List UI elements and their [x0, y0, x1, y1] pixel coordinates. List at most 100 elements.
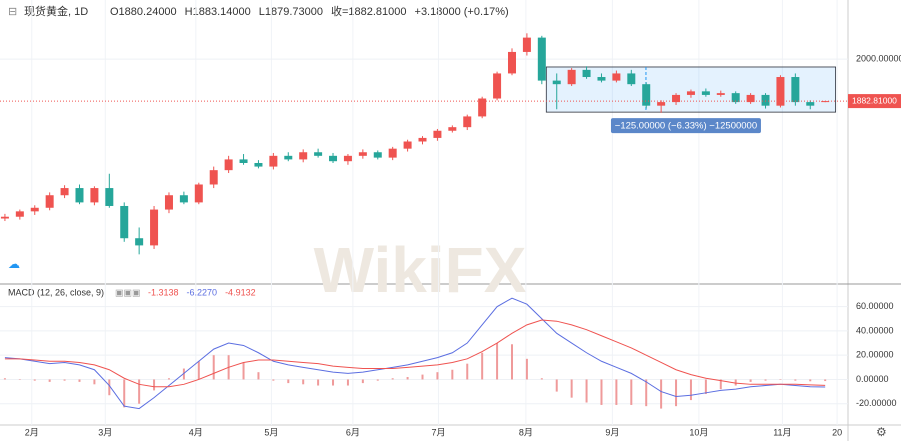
candle-body: [299, 152, 308, 160]
candle-body: [552, 80, 561, 85]
candle-body: [597, 77, 606, 81]
candle-body: [716, 93, 725, 95]
x-tick-label: 2月: [25, 427, 39, 437]
candle-body: [343, 155, 352, 162]
macd-histogram-bar: [48, 379, 51, 382]
macd-histogram-bar: [33, 379, 36, 381]
macd-histogram-bar: [600, 379, 603, 405]
measure-label-box: [610, 118, 761, 134]
macd-value-label: -1.3138: [148, 287, 179, 297]
candle-body: [537, 37, 546, 81]
symbol-title[interactable]: 现货黄金, 1D: [24, 4, 88, 18]
macd-histogram-bar: [18, 379, 21, 380]
macd-tick-label: 0.00000: [856, 374, 889, 384]
ohlc-label: H1883.14000: [185, 6, 251, 18]
x-tick-label: 10月: [689, 427, 708, 437]
collapse-icon[interactable]: ⊟: [8, 6, 17, 18]
candle-body: [463, 116, 472, 128]
macd-histogram-bar: [481, 352, 484, 380]
macd-histogram-bar: [764, 379, 767, 381]
x-tick-label: 6月: [346, 427, 360, 437]
x-tick-label: 5月: [264, 427, 278, 437]
candle-body: [0, 216, 9, 219]
candle-body: [120, 205, 129, 239]
macd-value-label: -4.9132: [225, 287, 256, 297]
candle-body: [75, 188, 84, 203]
ohlc-label: L1879.73000: [259, 6, 323, 18]
candle-body: [791, 77, 800, 103]
macd-tick-label: 60.00000: [856, 301, 894, 311]
candle-body: [582, 69, 591, 78]
candle-body: [239, 159, 248, 163]
candle-body: [15, 211, 24, 217]
macd-histogram-bar: [719, 379, 722, 390]
macd-histogram-bar: [391, 378, 394, 380]
macd-histogram-bar: [779, 379, 782, 380]
candle-body: [373, 152, 382, 158]
macd-histogram-bar: [824, 379, 827, 382]
candle-body: [448, 127, 457, 131]
macd-histogram-bar: [570, 379, 573, 398]
macd-histogram-bar: [660, 379, 663, 409]
candle-body: [314, 152, 323, 156]
candle-body: [284, 155, 293, 160]
x-tick-label: 9月: [605, 427, 619, 437]
candle-body: [657, 102, 666, 106]
candle-body: [388, 148, 397, 158]
macd-histogram-bar: [167, 378, 170, 380]
macd-histogram-bar: [78, 379, 81, 382]
last-price-label: 1882.81000: [852, 95, 897, 105]
macd-histogram-bar: [645, 379, 648, 407]
candle-body: [776, 77, 785, 106]
candle-body: [224, 159, 233, 171]
candle-body: [179, 195, 188, 203]
candle-body: [269, 155, 278, 167]
candle-body: [761, 94, 770, 106]
candle-body: [507, 51, 516, 74]
macd-histogram-bar: [123, 379, 126, 408]
measure-label: −125.00000 (−6.33%) −12500000: [615, 121, 757, 132]
indicator-icons[interactable]: ▣▣▣: [115, 287, 141, 297]
macd-histogram-bar: [242, 362, 245, 380]
x-tick-label: 7月: [431, 427, 445, 437]
macd-tick-label: -20.00000: [856, 398, 897, 408]
macd-tick-label: 20.00000: [856, 350, 894, 360]
macd-histogram-bar: [555, 379, 558, 392]
candle-body: [418, 137, 427, 142]
tv-logo[interactable]: ☁: [8, 257, 20, 271]
candle-body: [433, 130, 442, 138]
ohlc-label: O1880.24000: [110, 6, 177, 18]
candle-body: [478, 98, 487, 117]
macd-histogram-bar: [675, 379, 678, 407]
macd-histogram-bar: [496, 343, 499, 380]
macd-histogram-bar: [585, 379, 588, 403]
x-tick-label: 11月: [773, 427, 791, 437]
candle-body: [254, 162, 263, 167]
candle-body: [493, 73, 502, 99]
macd-histogram-bar: [257, 372, 260, 380]
macd-histogram-bar: [93, 379, 96, 385]
candle-body: [60, 188, 69, 196]
macd-value-label: -6.2270: [187, 287, 218, 297]
candle-body: [90, 188, 99, 203]
macd-histogram-bar: [749, 379, 752, 382]
candle-body: [209, 170, 218, 185]
candle-body: [164, 195, 173, 210]
settings-icon[interactable]: ⚙: [876, 425, 887, 439]
candle-body: [567, 69, 576, 85]
macd-histogram-bar: [346, 379, 349, 386]
candle-body: [806, 102, 815, 106]
x-tick-label: 4月: [189, 427, 203, 437]
x-tick-label: 20: [832, 427, 842, 437]
candle-body: [30, 207, 39, 212]
x-tick-label: 3月: [98, 427, 112, 437]
macd-histogram-bar: [63, 379, 66, 381]
macd-histogram-bar: [525, 358, 528, 380]
macd-title: MACD (12, 26, close, 9): [8, 287, 104, 297]
macd-histogram-bar: [287, 379, 290, 384]
candle-body: [731, 93, 740, 103]
macd-histogram-bar: [451, 369, 454, 380]
